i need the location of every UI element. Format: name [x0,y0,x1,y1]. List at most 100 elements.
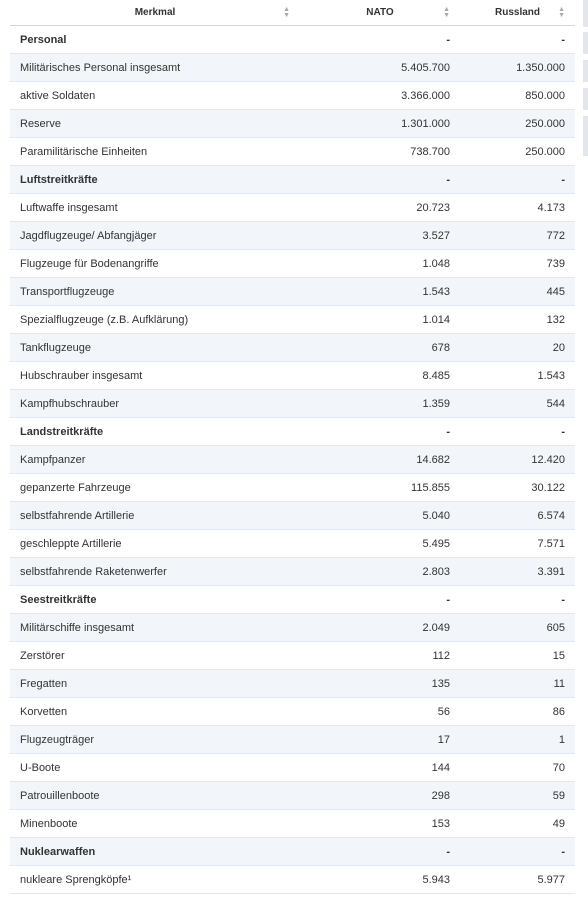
table-row: Reserve 1.301.000 250.000 [10,109,575,138]
cell-russland: - [460,837,575,866]
cell-russland: 59 [460,781,575,810]
cell-russland: 250.000 [460,109,575,138]
cell-nato: 8.485 [300,361,460,390]
cell-russland: 1.350.000 [460,53,575,82]
table-row: geschleppte Artillerie 5.495 7.571 [10,529,575,558]
cell-merkmal: Personal [10,25,300,54]
table-row: Korvetten 56 86 [10,697,575,726]
cell-merkmal: Militärschiffe insgesamt [10,613,300,642]
table-body: Personal - - Militärisches Personal insgesa… [10,25,575,894]
header-row: Merkmal ▲ ▼ NATO ▲ ▼ Russland ▲ ▼ [10,0,575,26]
cell-merkmal: Paramilitärische Einheiten [10,137,300,166]
sort-arrows-icon[interactable]: ▲ ▼ [283,6,290,19]
cell-merkmal: Militärisches Personal insgesamt [10,53,300,82]
cell-merkmal: geschleppte Artillerie [10,529,300,558]
cell-nato: 5.040 [300,501,460,530]
cell-merkmal: Luftstreitkräfte [10,165,300,194]
cell-russland: 15 [460,641,575,670]
section-row: Landstreitkräfte - - [10,417,575,446]
cell-nato: 56 [300,697,460,726]
comparison-table: Merkmal ▲ ▼ NATO ▲ ▼ Russland ▲ ▼ Personal -… [10,0,575,894]
cell-merkmal: Luftwaffe insgesamt [10,193,300,222]
table-row: Minenboote 153 49 [10,809,575,838]
cell-russland: - [460,417,575,446]
cell-nato: - [300,417,460,446]
cell-merkmal: Zerstörer [10,641,300,670]
cell-nato: 20.723 [300,193,460,222]
cell-merkmal: Korvetten [10,697,300,726]
cell-russland: 70 [460,753,575,782]
column-header-russland[interactable]: Russland ▲ ▼ [460,0,575,26]
table-row: Paramilitärische Einheiten 738.700 250.000 [10,137,575,166]
cell-russland: 250.000 [460,137,575,166]
cell-merkmal: Nuklearwaffen [10,837,300,866]
cell-russland: 605 [460,613,575,642]
table-row: Fregatten 135 11 [10,669,575,698]
sort-arrows-icon[interactable]: ▲ ▼ [443,6,450,19]
table-row: Tankflugzeuge 678 20 [10,333,575,362]
column-header-merkmal[interactable]: Merkmal ▲ ▼ [10,0,300,26]
cell-merkmal: nukleare Sprengköpfe¹ [10,865,300,894]
cell-merkmal: Spezialflugzeuge (z.B. Aufklärung) [10,305,300,334]
cell-russland: 544 [460,389,575,418]
side-panel-edge [583,88,588,110]
section-row: Nuklearwaffen - - [10,837,575,866]
cell-merkmal: selbstfahrende Artillerie [10,501,300,530]
cell-nato: 153 [300,809,460,838]
cell-merkmal: Patrouillenboote [10,781,300,810]
cell-nato: 1.014 [300,305,460,334]
cell-russland: 49 [460,809,575,838]
cell-merkmal: Minenboote [10,809,300,838]
cell-merkmal: Fregatten [10,669,300,698]
table-header: Merkmal ▲ ▼ NATO ▲ ▼ Russland ▲ ▼ [10,0,575,26]
table-row: Spezialflugzeuge (z.B. Aufklärung) 1.014 1… [10,305,575,334]
cell-nato: 5.405.700 [300,53,460,82]
cell-russland: 850.000 [460,81,575,110]
column-header-label: Merkmal [134,7,176,18]
cell-nato: 1.048 [300,249,460,278]
cell-russland: 445 [460,277,575,306]
cell-nato: 144 [300,753,460,782]
cell-nato: 1.543 [300,277,460,306]
cell-nato: - [300,837,460,866]
table-row: nukleare Sprengköpfe¹ 5.943 5.977 [10,865,575,894]
side-panel-edge [583,116,588,156]
table-row: Patrouillenboote 298 59 [10,781,575,810]
cell-russland: 7.571 [460,529,575,558]
table-row: aktive Soldaten 3.366.000 850.000 [10,81,575,110]
cell-nato: 3.366.000 [300,81,460,110]
cell-russland: 739 [460,249,575,278]
cell-merkmal: Transportflugzeuge [10,277,300,306]
cell-nato: 2.049 [300,613,460,642]
table-row: selbstfahrende Raketenwerfer 2.803 3.391 [10,557,575,586]
cell-russland: 5.977 [460,865,575,894]
table-row: selbstfahrende Artillerie 5.040 6.574 [10,501,575,530]
table-row: Luftwaffe insgesamt 20.723 4.173 [10,193,575,222]
cell-nato: 14.682 [300,445,460,474]
cell-nato: - [300,165,460,194]
cell-russland: - [460,585,575,614]
cell-russland: 12.420 [460,445,575,474]
cell-russland: 772 [460,221,575,250]
table-row: Jagdflugzeuge/ Abfangjäger 3.527 772 [10,221,575,250]
cell-nato: 5.495 [300,529,460,558]
cell-merkmal: Reserve [10,109,300,138]
column-header-nato[interactable]: NATO ▲ ▼ [300,0,460,26]
column-header-label: Russland [494,7,540,18]
table-row: Transportflugzeuge 1.543 445 [10,277,575,306]
cell-merkmal: Kampfpanzer [10,445,300,474]
cell-merkmal: Tankflugzeuge [10,333,300,362]
column-header-label: NATO [366,7,394,18]
cell-merkmal: Flugzeuge für Bodenangriffe [10,249,300,278]
cell-nato: - [300,25,460,54]
side-panel-edge [583,0,588,27]
cell-russland: - [460,165,575,194]
cell-nato: 298 [300,781,460,810]
sort-arrows-icon[interactable]: ▲ ▼ [558,6,565,19]
cell-nato: 1.301.000 [300,109,460,138]
cell-merkmal: Flugzeugträger [10,725,300,754]
table-row: U-Boote 144 70 [10,753,575,782]
section-row: Personal - - [10,25,575,54]
cell-russland: 11 [460,669,575,698]
cell-russland: 20 [460,333,575,362]
